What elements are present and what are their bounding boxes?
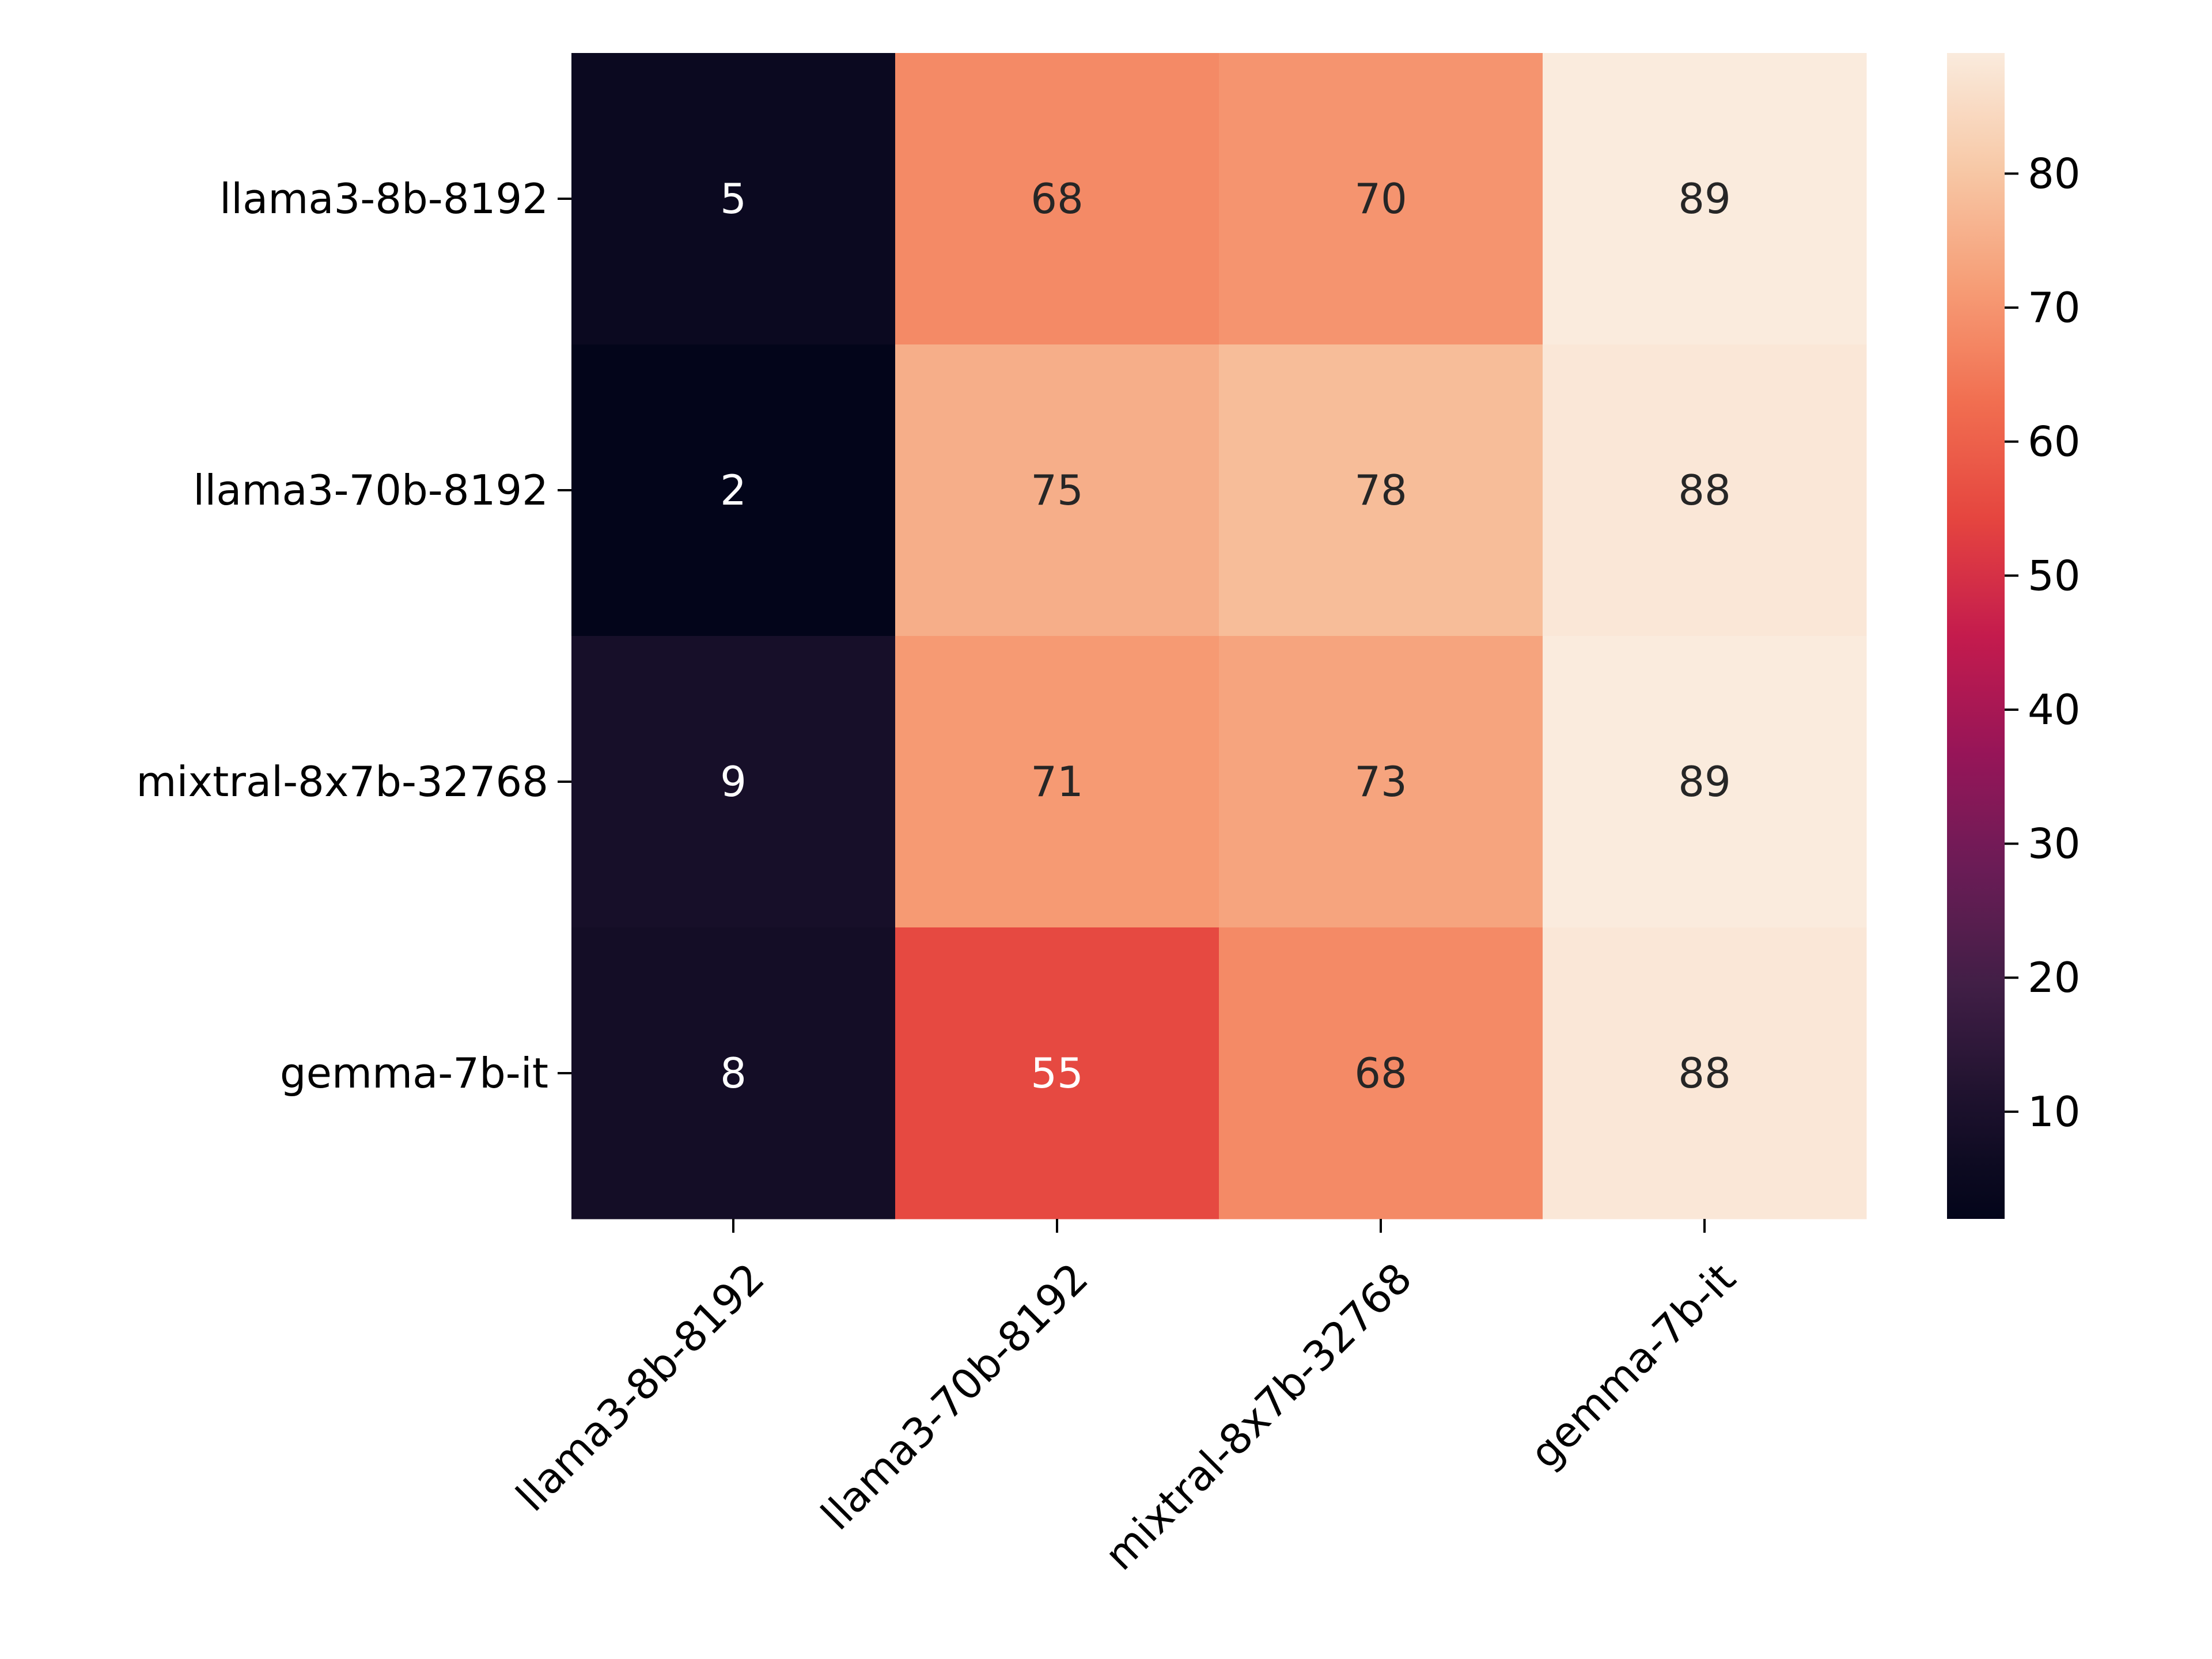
x-axis: llama3-8b-8192 llama3-70b-8192mixtral-8x7… xyxy=(507,1219,1745,1580)
heatmap-cell-r3-c0 xyxy=(571,927,896,1219)
y-axis: llama3-8b-8192 llama3-70b-8192 mixtral-8x7… xyxy=(136,175,571,1097)
cell-value-label: 5 xyxy=(720,175,747,223)
colorbar-tick-label: 40 xyxy=(2028,685,2081,734)
cell-value-label: 88 xyxy=(1678,1049,1731,1097)
heatmap-cell-r3-c1 xyxy=(895,927,1219,1219)
cell-value-label: 68 xyxy=(1031,175,1084,223)
heatmap-cell-r1-c3 xyxy=(1543,344,1867,637)
heatmap-cell-r2-c0 xyxy=(571,636,896,928)
colorbar-tick-label: 10 xyxy=(2028,1088,2081,1136)
colorbar: 10 20 30 40 50 60 70 80 xyxy=(1947,53,2081,1219)
heatmap-cell-r0-c2 xyxy=(1219,53,1543,345)
y-tick-label: gemma-7b-it xyxy=(280,1049,548,1097)
heatmap-cell-r2-c1 xyxy=(895,636,1219,928)
x-tick-label: llama3-8b-8192 xyxy=(507,1254,774,1521)
colorbar-tick-label: 50 xyxy=(2028,551,2081,600)
x-tick-label: gemma-7b-it xyxy=(1521,1254,1745,1478)
heatmap-cell-r0-c0 xyxy=(571,53,896,345)
cell-value-label: 88 xyxy=(1678,466,1731,514)
cell-value-label: 9 xyxy=(720,757,747,806)
cell-value-label: 89 xyxy=(1678,757,1731,806)
colorbar-tick-label: 60 xyxy=(2028,418,2081,466)
colorbar-tick-label: 30 xyxy=(2028,820,2081,868)
y-tick-label: mixtral-8x7b-32768 xyxy=(136,757,548,806)
heatmap-cell-r2-c3 xyxy=(1543,636,1867,928)
colorbar-gradient xyxy=(1947,53,2005,1219)
y-tick-label: llama3-70b-8192 xyxy=(193,466,548,514)
heatmap-cell-r1-c0 xyxy=(571,344,896,637)
heatmap-cell-r1-c1 xyxy=(895,344,1219,637)
colorbar-tick-label: 80 xyxy=(2028,149,2081,198)
cell-value-label: 70 xyxy=(1354,175,1407,223)
cell-value-label: 55 xyxy=(1031,1049,1084,1097)
heatmap-cell-r3-c2 xyxy=(1219,927,1543,1219)
heatmap-cell-r0-c1 xyxy=(895,53,1219,345)
cell-value-label: 75 xyxy=(1031,466,1084,514)
cell-value-label: 68 xyxy=(1354,1049,1407,1097)
colorbar-tick-label: 70 xyxy=(2028,283,2081,332)
cell-value-label: 8 xyxy=(720,1049,747,1097)
heatmap-cell-r2-c2 xyxy=(1219,636,1543,928)
cell-value-label: 78 xyxy=(1354,466,1407,514)
heatmap-cell-r1-c2 xyxy=(1219,344,1543,637)
cell-value-label: 89 xyxy=(1678,175,1731,223)
colorbar-tick-label: 20 xyxy=(2028,953,2081,1002)
heatmap-cell-r0-c3 xyxy=(1543,53,1867,345)
cell-value-label: 71 xyxy=(1031,757,1084,806)
heatmap-cells: 5 68 70 89 2 75 78 88 9 71 73 89 8 55 68 88 xyxy=(571,53,1867,1219)
y-tick-label: llama3-8b-8192 xyxy=(219,175,548,223)
x-tick-label: llama3-70b-8192 xyxy=(812,1254,1097,1539)
x-tick-label: mixtral-8x7b-32768 xyxy=(1095,1254,1421,1580)
heatmap-cell-r3-c3 xyxy=(1543,927,1867,1219)
cell-value-label: 73 xyxy=(1354,757,1407,806)
cell-value-label: 2 xyxy=(720,466,747,514)
